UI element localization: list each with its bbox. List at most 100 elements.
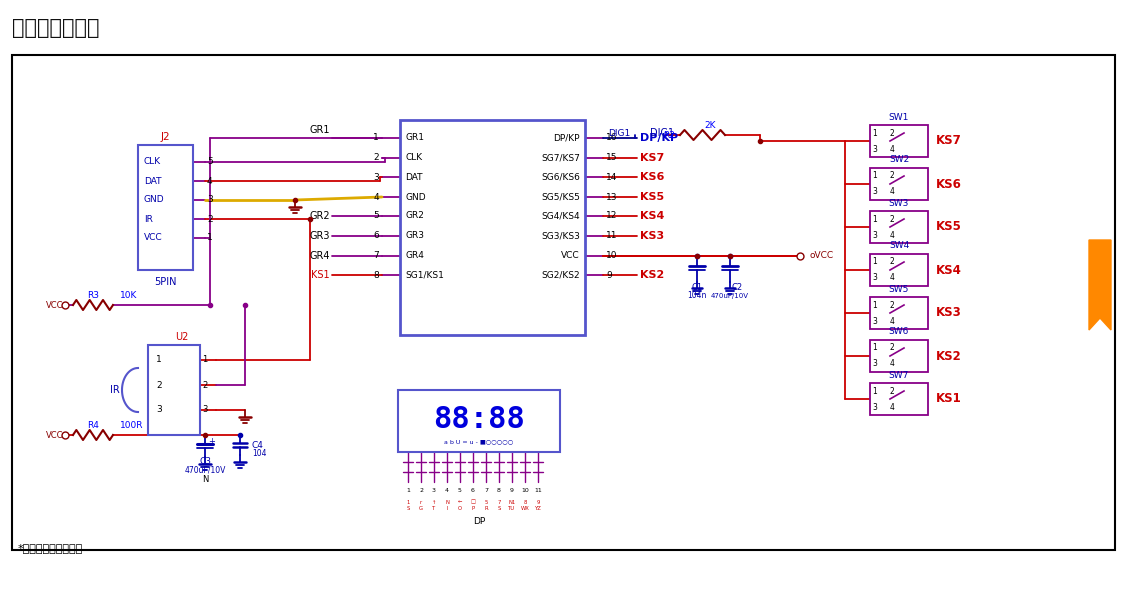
Text: 4: 4: [889, 145, 895, 154]
Text: R4: R4: [87, 422, 99, 431]
Text: 2: 2: [889, 387, 895, 396]
Text: 7: 7: [483, 488, 488, 492]
Text: 3: 3: [373, 172, 379, 182]
Text: 8: 8: [497, 488, 500, 492]
Text: 1: 1: [872, 128, 878, 137]
Text: DP: DP: [473, 517, 485, 526]
Text: GR3: GR3: [310, 231, 330, 241]
Text: 2: 2: [207, 215, 213, 223]
Text: 3: 3: [872, 359, 878, 368]
Text: SW2: SW2: [889, 155, 909, 165]
Text: 3: 3: [872, 316, 878, 325]
Text: 3: 3: [872, 402, 878, 411]
Bar: [870, 383, 928, 415]
Text: 5: 5: [373, 212, 379, 220]
Text: GR1: GR1: [310, 125, 330, 135]
Text: 参考应用线路图: 参考应用线路图: [12, 18, 99, 38]
Text: 1: 1: [207, 234, 213, 243]
Bar: [148, 345, 199, 435]
Text: 2: 2: [889, 258, 895, 266]
Text: 1: 1: [156, 356, 162, 364]
Text: 5PIN: 5PIN: [153, 277, 176, 287]
Text: KS4: KS4: [640, 211, 665, 221]
Bar: [870, 211, 928, 243]
Text: R3: R3: [87, 292, 99, 301]
Text: KS4: KS4: [937, 264, 961, 276]
Text: SW4: SW4: [889, 241, 909, 250]
Text: 3: 3: [872, 188, 878, 197]
Text: ↑: ↑: [432, 500, 436, 505]
Bar: [870, 254, 928, 286]
Text: GR3: GR3: [405, 232, 424, 241]
Text: VCC: VCC: [45, 301, 63, 310]
Text: 6: 6: [373, 232, 379, 241]
Text: r: r: [420, 500, 423, 505]
Text: 2: 2: [889, 344, 895, 353]
Text: GR2: GR2: [310, 211, 330, 221]
Text: SW3: SW3: [889, 198, 909, 208]
Text: GR1: GR1: [405, 134, 424, 143]
Text: 7: 7: [373, 252, 379, 261]
Text: SG6/KS6: SG6/KS6: [541, 172, 580, 182]
Text: □: □: [470, 500, 476, 505]
Text: 14: 14: [606, 172, 618, 182]
Bar: [398, 390, 560, 452]
Bar: [870, 125, 928, 157]
Text: 4: 4: [889, 273, 895, 283]
Bar: [870, 340, 928, 372]
Text: 16: 16: [606, 134, 618, 143]
Text: 11: 11: [534, 488, 542, 492]
Text: 1: 1: [202, 356, 207, 364]
Text: I: I: [446, 506, 447, 511]
Text: 13: 13: [606, 192, 618, 201]
Text: 15: 15: [606, 154, 618, 163]
Text: 12: 12: [606, 212, 618, 220]
Text: J2: J2: [160, 132, 170, 142]
Text: R2: R2: [663, 131, 675, 140]
Text: DAT: DAT: [405, 172, 423, 182]
Text: SG3/KS3: SG3/KS3: [541, 232, 580, 241]
Bar: [137, 145, 193, 270]
Text: GR4: GR4: [405, 252, 424, 261]
Text: 1: 1: [872, 387, 878, 396]
Text: KS3: KS3: [640, 231, 664, 241]
Text: GR2: GR2: [405, 212, 424, 220]
Text: N1: N1: [508, 500, 516, 505]
Text: DIG1: DIG1: [650, 128, 674, 138]
Text: GR4: GR4: [310, 251, 330, 261]
Text: TU: TU: [508, 506, 515, 511]
Text: 1: 1: [872, 258, 878, 266]
Text: VCC: VCC: [144, 234, 162, 243]
Text: KS2: KS2: [937, 350, 961, 362]
Text: 100R: 100R: [119, 422, 143, 431]
Polygon shape: [1089, 240, 1111, 330]
Text: 3: 3: [872, 231, 878, 240]
Text: 3: 3: [872, 145, 878, 154]
Text: 3: 3: [872, 273, 878, 283]
Text: ←: ←: [458, 500, 462, 505]
Text: DP/KP: DP/KP: [640, 133, 678, 143]
Text: R: R: [485, 506, 488, 511]
Text: KS2: KS2: [640, 270, 664, 280]
Text: 2: 2: [419, 488, 423, 492]
Text: oVCC: oVCC: [810, 252, 834, 261]
Text: KS6: KS6: [937, 177, 961, 191]
Text: DP/KP: DP/KP: [553, 134, 580, 143]
Text: 4: 4: [889, 316, 895, 325]
Text: 1: 1: [872, 171, 878, 180]
Text: DIG1: DIG1: [607, 128, 630, 137]
Text: WX: WX: [521, 506, 530, 511]
Text: 2: 2: [889, 171, 895, 180]
Text: IR: IR: [144, 215, 153, 223]
Text: 4: 4: [889, 402, 895, 411]
Text: KS7: KS7: [937, 134, 961, 148]
Text: 9: 9: [606, 270, 612, 280]
Text: 4: 4: [889, 188, 895, 197]
Text: SW5: SW5: [889, 284, 909, 293]
Text: 2: 2: [889, 301, 895, 310]
Text: +: +: [208, 437, 215, 446]
Text: SG4/KS4: SG4/KS4: [541, 212, 580, 220]
Text: KS5: KS5: [640, 192, 664, 202]
Text: GND: GND: [405, 192, 426, 201]
Text: 1: 1: [872, 215, 878, 223]
